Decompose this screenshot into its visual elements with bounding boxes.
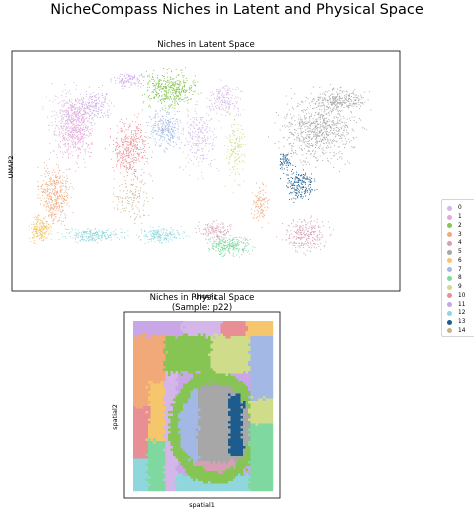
legend-entry-9: 9	[447, 283, 462, 292]
legend-label: 1	[458, 214, 462, 221]
legend-marker	[447, 310, 452, 316]
legend-label: 7	[458, 266, 462, 273]
legend-entry-3: 3	[447, 230, 462, 239]
legend-entry-8: 8	[447, 274, 462, 283]
legend-entry-1: 1	[447, 213, 462, 222]
physical-space-map	[133, 321, 274, 492]
legend-marker	[447, 223, 452, 229]
legend-label: 3	[458, 231, 462, 238]
legend-label: 4	[458, 240, 462, 247]
legend-marker	[447, 319, 452, 325]
legend-marker	[447, 284, 452, 290]
legend-entry-2: 2	[447, 222, 462, 231]
latent-space-scatter	[28, 67, 372, 258]
legend-label: 6	[458, 257, 462, 264]
legend-marker	[447, 293, 452, 299]
legend-marker	[447, 302, 452, 308]
legend-entry-0: 0	[447, 204, 462, 213]
legend-label: 10	[458, 292, 466, 299]
latent-xlabel: UMAP1	[194, 293, 218, 301]
legend-label: 5	[458, 249, 462, 256]
figure-title: NicheCompass Niches in Latent and Physic…	[50, 2, 424, 18]
legend-entry-14: 14	[447, 327, 465, 336]
legend-entry-13: 13	[447, 318, 465, 327]
legend-entry-7: 7	[447, 265, 462, 274]
legend-label: 14	[458, 327, 466, 334]
legend-marker	[447, 205, 452, 211]
legend-entry-12: 12	[447, 309, 465, 318]
latent-plot-frame	[11, 50, 401, 292]
physical-plot-frame	[123, 311, 281, 499]
legend-marker	[447, 328, 452, 334]
legend-entry-10: 10	[447, 292, 465, 301]
physical-panel-subtitle: (Sample: p22)	[171, 303, 233, 313]
legend-label: 11	[458, 301, 466, 308]
legend-marker	[447, 249, 452, 255]
legend: 0 1 2 3 4 5 6 7 8 9 10 11 12 13 14	[441, 199, 474, 337]
legend-label: 12	[458, 310, 466, 317]
legend-entry-5: 5	[447, 248, 462, 257]
physical-xlabel: spatial1	[189, 501, 215, 509]
legend-marker	[447, 267, 452, 273]
legend-label: 13	[458, 319, 466, 326]
physical-panel-title: Niches in Physical Space	[149, 293, 255, 303]
legend-marker	[447, 232, 452, 238]
legend-entry-6: 6	[447, 257, 462, 266]
legend-entry-4: 4	[447, 239, 462, 248]
legend-label: 9	[458, 284, 462, 291]
legend-marker	[447, 214, 452, 220]
legend-marker	[447, 275, 452, 281]
legend-marker	[447, 240, 452, 246]
legend-label: 8	[458, 275, 462, 282]
legend-entry-11: 11	[447, 300, 465, 309]
legend-marker	[447, 258, 452, 264]
legend-label: 2	[458, 222, 462, 229]
latent-panel-title: Niches in Latent Space	[157, 40, 255, 50]
legend-label: 0	[458, 205, 462, 212]
